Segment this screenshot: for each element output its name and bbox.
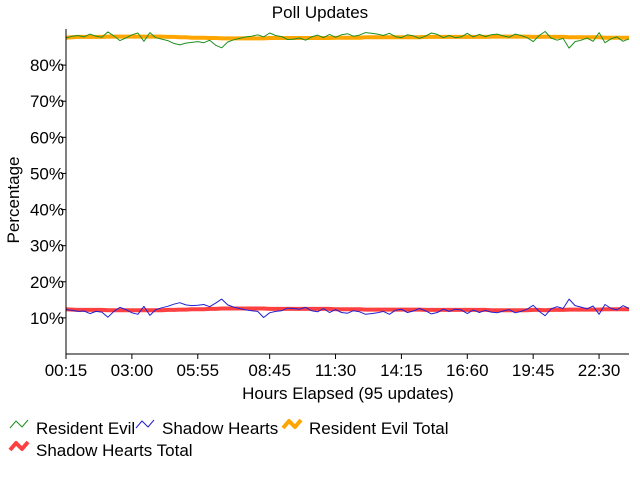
legend-swatch bbox=[9, 419, 29, 429]
series-layer bbox=[65, 31, 630, 318]
legend-swatch bbox=[135, 419, 155, 429]
y-tick-label: 60% bbox=[30, 128, 64, 147]
legend-label: Shadow Hearts Total bbox=[36, 441, 193, 460]
legend-label: Shadow Hearts bbox=[162, 419, 278, 438]
legend-swatch bbox=[281, 418, 303, 430]
x-axis-label: Hours Elapsed (95 updates) bbox=[242, 384, 454, 403]
series-line-resident-evil bbox=[65, 31, 630, 49]
y-tick-label: 80% bbox=[30, 56, 64, 75]
legend-label: Resident Evil Total bbox=[309, 419, 449, 438]
y-tick-label: 50% bbox=[30, 164, 64, 183]
x-tick-label: 00:15 bbox=[45, 361, 88, 380]
y-tick-label: 40% bbox=[30, 201, 64, 220]
y-axis-label: Percentage bbox=[4, 157, 23, 244]
y-axis-ticks: 10% 20% 30% 40% 50% 60% 70% 80% bbox=[30, 56, 66, 328]
y-tick-label: 70% bbox=[30, 92, 64, 111]
chart-title: Poll Updates bbox=[272, 3, 368, 22]
x-tick-label: 22:30 bbox=[578, 361, 621, 380]
y-tick-label: 10% bbox=[30, 309, 64, 328]
x-axis-ticks: 00:15 03:00 05:55 08:45 11:30 14:15 16:60 19:45… bbox=[45, 354, 621, 380]
y-tick-label: 20% bbox=[30, 273, 64, 292]
series-line-resident-evil-total bbox=[65, 34, 629, 41]
x-tick-label: 03:00 bbox=[111, 361, 154, 380]
x-tick-label: 16:60 bbox=[446, 361, 489, 380]
legend-swatch bbox=[8, 440, 30, 452]
y-tick-label: 30% bbox=[30, 237, 64, 256]
legend: Resident Evil Shadow Hearts Resident Evil … bbox=[8, 418, 449, 460]
x-tick-label: 14:15 bbox=[380, 361, 423, 380]
series-line-shadow-hearts bbox=[65, 298, 630, 318]
x-tick-label: 11:30 bbox=[315, 361, 356, 380]
x-tick-label: 19:45 bbox=[512, 361, 555, 380]
legend-label: Resident Evil bbox=[36, 419, 135, 438]
x-tick-label: 05:55 bbox=[176, 361, 219, 380]
series-line-shadow-hearts-total bbox=[65, 306, 629, 313]
x-tick-label: 08:45 bbox=[248, 361, 291, 380]
